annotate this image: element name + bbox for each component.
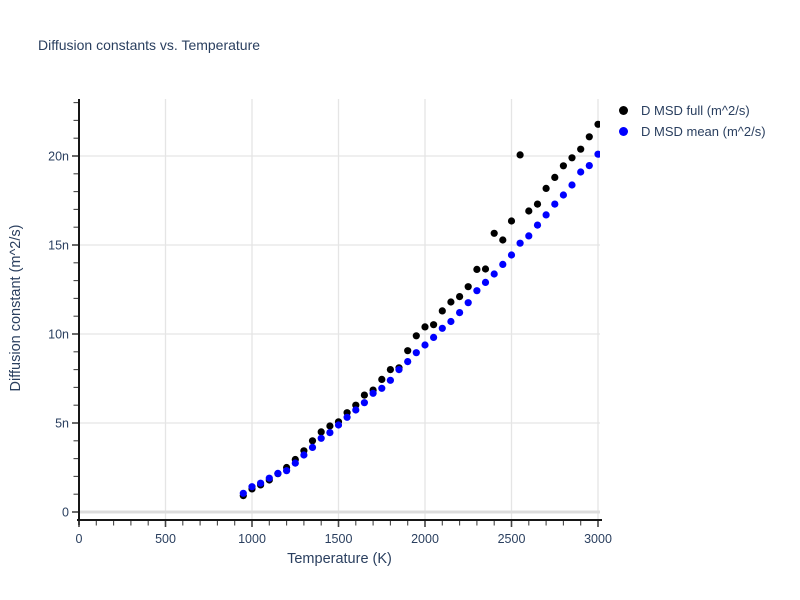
y-tick-label: 10n: [48, 328, 69, 342]
data-point: [386, 366, 394, 374]
data-point: [499, 236, 507, 244]
data-point: [473, 265, 481, 273]
data-point: [525, 207, 533, 215]
data-point: [507, 217, 516, 225]
data-point: [404, 347, 412, 355]
data-point: [404, 358, 412, 366]
data-point: [516, 239, 524, 247]
data-point: [317, 428, 325, 436]
data-point: [274, 469, 282, 477]
data-point: [265, 474, 273, 482]
data-point: [412, 349, 420, 357]
data-point: [308, 443, 317, 451]
legend-label-mean: D MSD mean (m^2/s): [641, 124, 766, 139]
data-point: [516, 151, 524, 159]
data-point: [481, 265, 490, 273]
data-point: [568, 181, 576, 189]
data-point: [291, 459, 299, 467]
data-point: [447, 317, 455, 326]
data-point: [542, 184, 550, 192]
data-point: [464, 299, 472, 307]
x-axis-label: Temperature (K): [287, 551, 392, 567]
y-tick-label: 20n: [48, 150, 69, 164]
data-point: [360, 399, 368, 407]
data-point: [248, 483, 256, 491]
data-point: [430, 333, 438, 341]
data-point: [585, 133, 593, 141]
data-point: [533, 221, 542, 229]
data-point: [551, 173, 559, 181]
data-point: [473, 287, 481, 295]
data-point: [283, 467, 291, 475]
data-point: [542, 211, 550, 219]
data-point: [594, 150, 600, 158]
data-point: [533, 200, 542, 208]
data-point: [551, 200, 559, 208]
y-axis-label: Diffusion constant (m^2/s): [8, 224, 24, 392]
y-tick-label: 0: [62, 506, 69, 520]
data-point: [438, 307, 446, 315]
data-point: [395, 366, 403, 374]
data-point: [585, 162, 593, 170]
points-layer: [239, 120, 600, 500]
legend-item-full[interactable]: D MSD full (m^2/s): [619, 100, 766, 121]
data-point: [326, 429, 334, 437]
data-point: [352, 406, 360, 414]
data-point: [438, 324, 446, 332]
data-point: [481, 278, 490, 286]
data-point: [369, 389, 377, 397]
y-tick-label: 15n: [48, 239, 69, 253]
data-point: [499, 260, 507, 268]
series-full: [239, 120, 600, 500]
x-tick-label: 1000: [238, 532, 266, 546]
series-mean: [239, 150, 600, 497]
data-point: [490, 270, 498, 278]
data-point: [421, 341, 429, 349]
x-tick-label: 0: [76, 532, 83, 546]
data-point: [334, 421, 343, 429]
x-tick-label: 3000: [584, 532, 612, 546]
legend-marker-mean-icon: [619, 127, 628, 136]
x-tick-label: 2500: [498, 532, 526, 546]
data-point: [577, 168, 585, 176]
data-point: [447, 298, 455, 306]
legend: D MSD full (m^2/s) D MSD mean (m^2/s): [619, 100, 766, 142]
data-point: [456, 293, 464, 301]
data-point: [456, 309, 464, 317]
x-tick-label: 2000: [411, 532, 439, 546]
data-point: [559, 162, 568, 170]
data-point: [412, 332, 420, 340]
y-tick-label: 5n: [55, 417, 69, 431]
x-tick-label: 500: [155, 532, 176, 546]
data-point: [568, 154, 576, 162]
data-point: [594, 120, 600, 128]
data-point: [507, 251, 516, 259]
data-point: [360, 391, 368, 399]
data-point: [378, 375, 386, 383]
data-point: [559, 191, 568, 199]
data-point: [386, 376, 394, 384]
legend-item-mean[interactable]: D MSD mean (m^2/s): [619, 121, 766, 142]
data-point: [464, 283, 472, 291]
data-point: [257, 479, 265, 487]
data-point: [577, 145, 585, 153]
data-point: [378, 384, 386, 392]
data-point: [308, 437, 317, 445]
data-point: [430, 321, 438, 329]
legend-label-full: D MSD full (m^2/s): [641, 103, 750, 118]
legend-marker-full-icon: [619, 106, 628, 115]
data-point: [317, 434, 325, 442]
chart-title: Diffusion constants vs. Temperature: [38, 37, 261, 53]
data-point: [525, 232, 533, 240]
data-point: [343, 413, 351, 421]
data-point: [239, 489, 247, 497]
data-point: [300, 451, 308, 459]
data-point: [490, 229, 498, 237]
data-point: [421, 323, 429, 331]
data-point: [326, 422, 334, 430]
x-tick-label: 1500: [325, 532, 353, 546]
